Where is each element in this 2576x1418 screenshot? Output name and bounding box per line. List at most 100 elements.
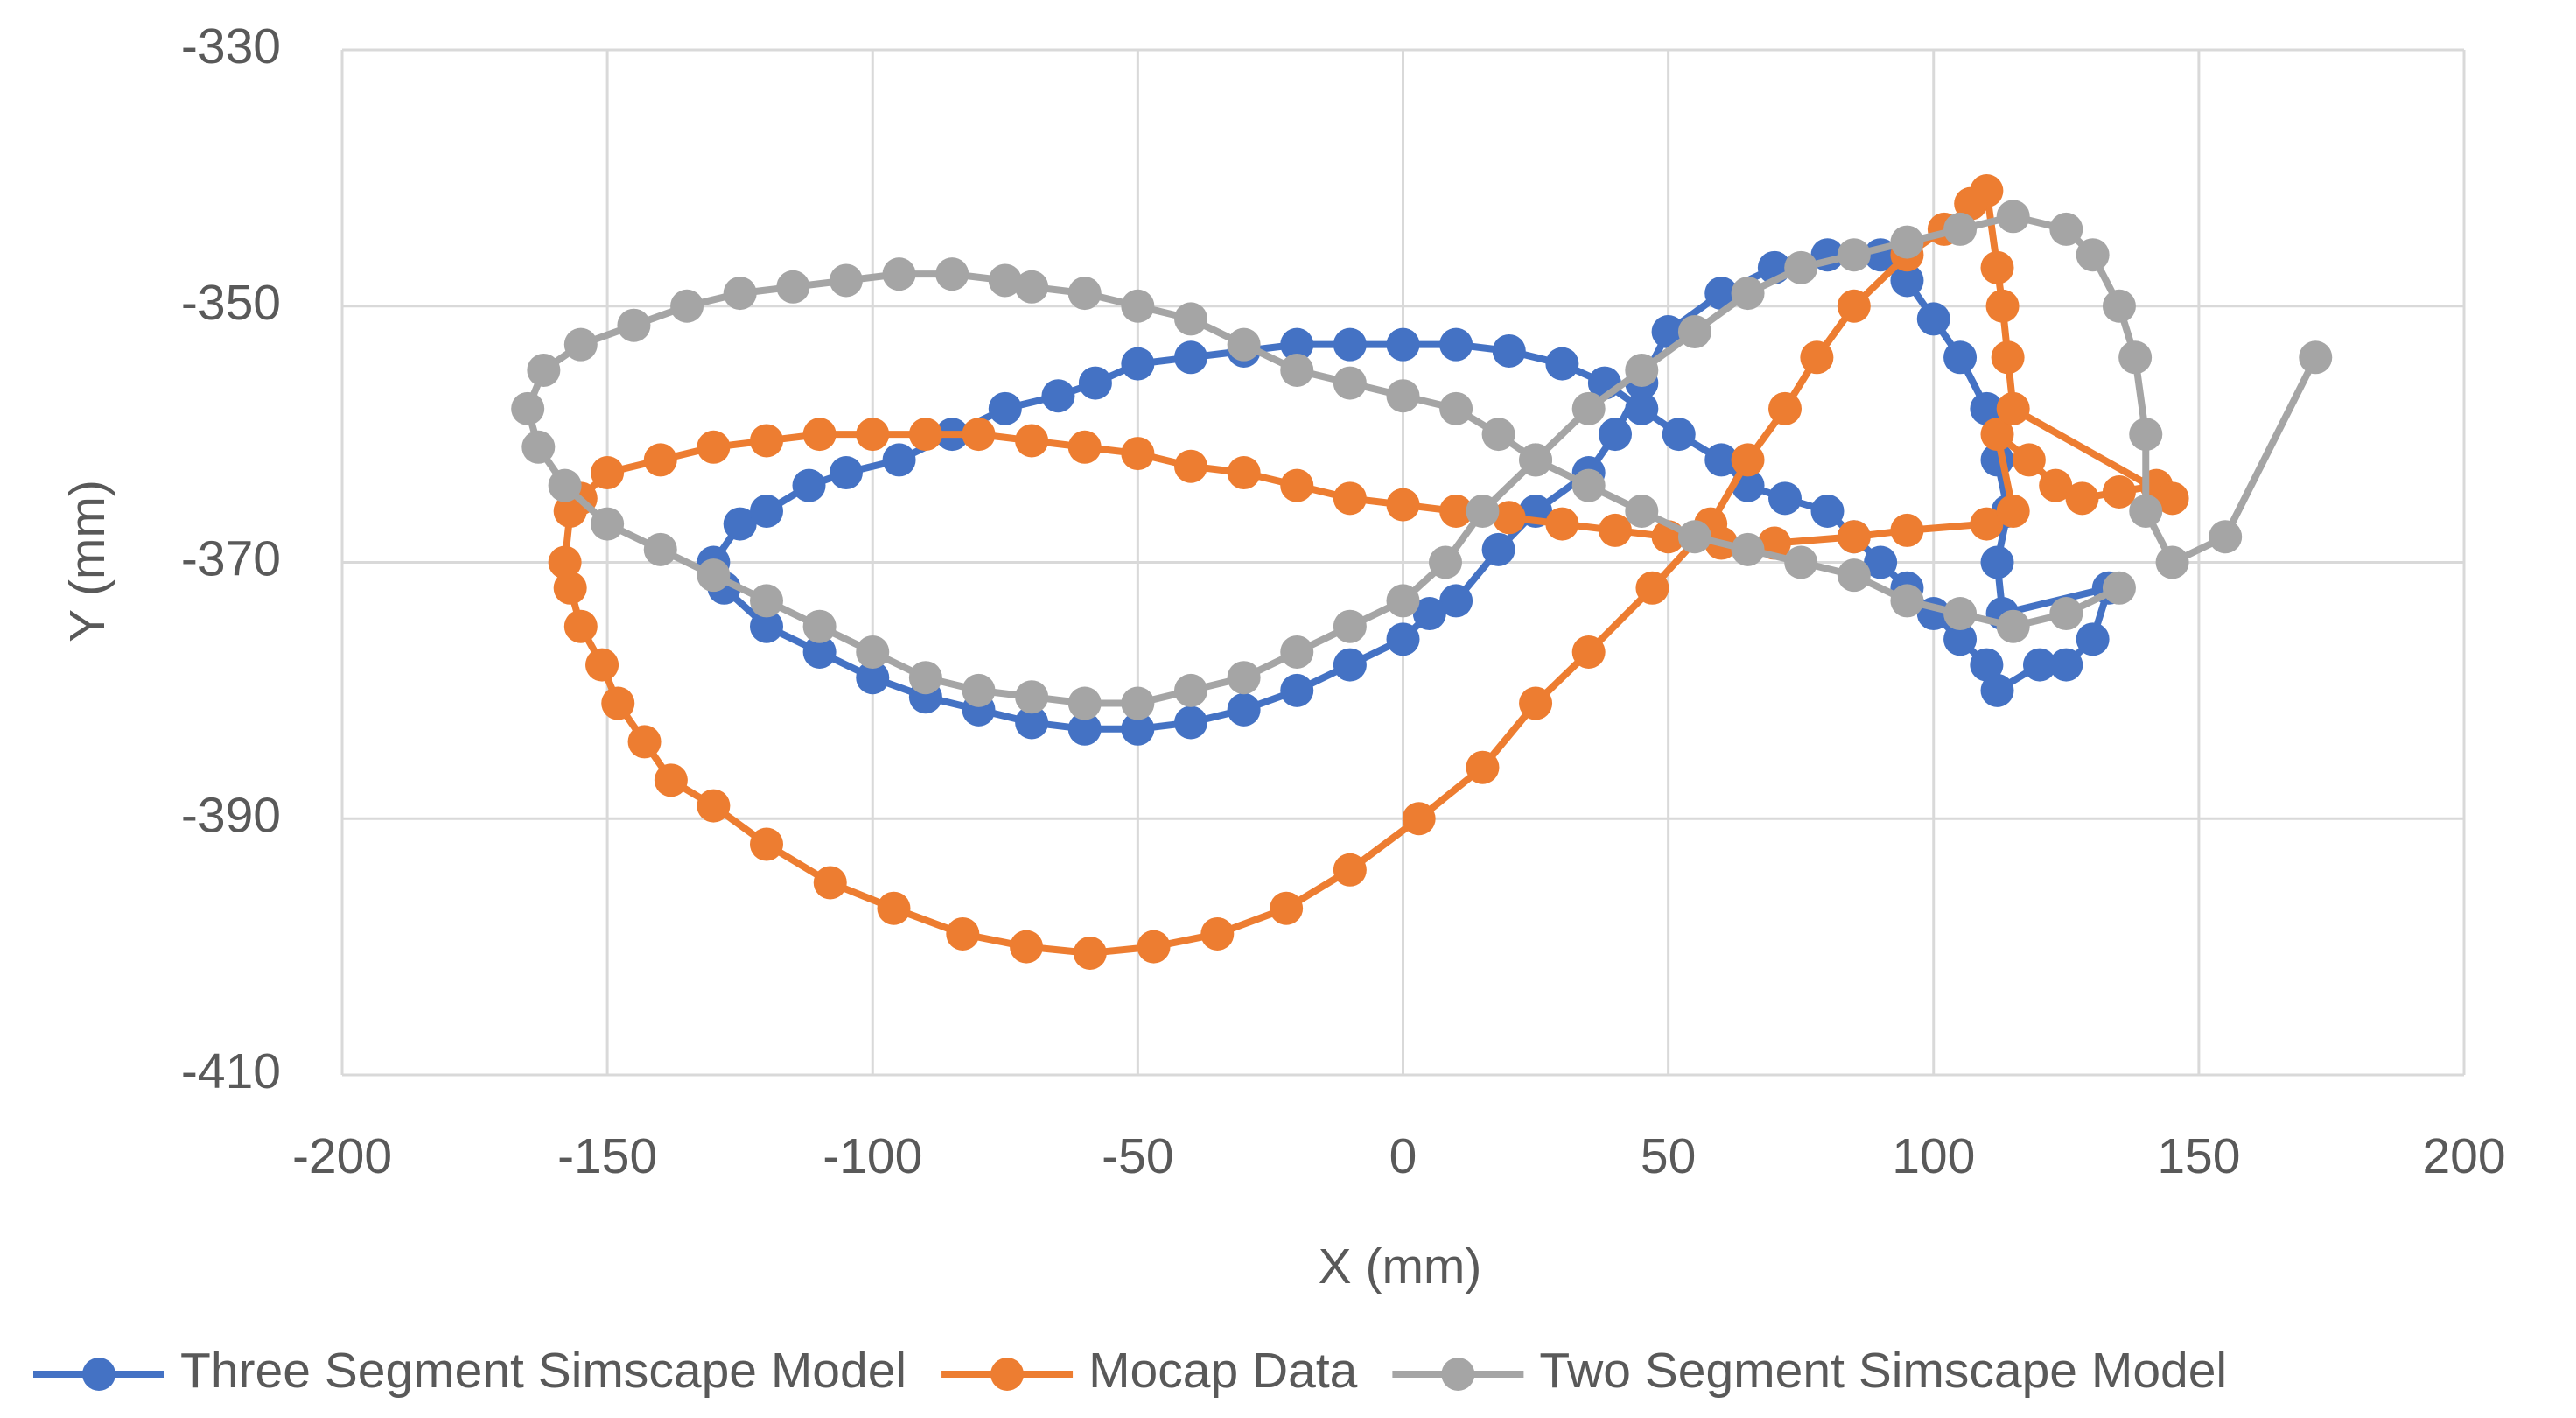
- data-point: [1704, 277, 1739, 311]
- data-point: [1439, 584, 1474, 618]
- data-point: [1227, 327, 1261, 362]
- data-point: [670, 289, 704, 323]
- data-point: [1121, 437, 1155, 471]
- x-tick-label: -150: [557, 1128, 657, 1184]
- data-point: [2076, 238, 2110, 272]
- data-point: [776, 270, 810, 304]
- data-point: [1662, 418, 1696, 452]
- data-point: [1991, 340, 2025, 375]
- data-point: [2129, 494, 2163, 528]
- data-point: [1280, 673, 1314, 707]
- legend-label: Mocap Data: [1088, 1343, 1358, 1399]
- data-point: [1768, 481, 1802, 516]
- data-point: [1837, 558, 1871, 593]
- data-point: [856, 635, 890, 669]
- data-point: [1386, 622, 1420, 656]
- data-point: [2102, 474, 2136, 509]
- data-point: [585, 648, 620, 682]
- data-point: [1333, 648, 1367, 682]
- data-point: [1980, 418, 2014, 452]
- data-point: [1837, 520, 1871, 554]
- data-point: [1545, 507, 1579, 541]
- data-point: [1545, 347, 1579, 381]
- y-tick-label: -370: [181, 531, 281, 587]
- data-point: [1073, 936, 1107, 970]
- data-point: [1015, 424, 1049, 458]
- data-point: [1386, 488, 1420, 522]
- data-point: [1943, 597, 1978, 631]
- data-point: [1996, 609, 2030, 643]
- data-point: [1015, 680, 1049, 714]
- data-point: [1572, 468, 1606, 502]
- data-point: [1890, 263, 1924, 298]
- data-point: [1943, 622, 1978, 656]
- data-point: [564, 609, 598, 643]
- data-point: [2155, 545, 2189, 579]
- data-point: [750, 494, 783, 528]
- data-point: [654, 763, 688, 797]
- data-point: [1677, 315, 1712, 349]
- x-tick-label: 0: [1390, 1128, 1418, 1184]
- data-point: [1015, 705, 1049, 740]
- data-point: [1731, 277, 1765, 311]
- data-point: [601, 686, 635, 720]
- data-point: [696, 558, 731, 593]
- data-point: [935, 257, 970, 291]
- data-point: [1837, 289, 1871, 323]
- data-point: [1943, 340, 1978, 375]
- data-point: [696, 789, 731, 823]
- data-point: [1466, 750, 1500, 784]
- x-tick-label: 150: [2157, 1128, 2240, 1184]
- data-point: [1572, 635, 1606, 669]
- data-point: [1280, 327, 1314, 362]
- data-point: [1200, 916, 1235, 951]
- data-point: [2049, 597, 2083, 631]
- legend-marker: [990, 1358, 1025, 1391]
- y-tick-label: -330: [181, 18, 281, 74]
- x-tick-label: 200: [2422, 1128, 2505, 1184]
- data-point: [1068, 430, 1102, 464]
- data-point: [2065, 481, 2099, 516]
- y-tick-label: -350: [181, 275, 281, 331]
- data-point: [1599, 513, 1632, 547]
- data-point: [591, 456, 625, 490]
- data-point: [1015, 270, 1049, 304]
- data-point: [1954, 186, 1988, 221]
- data-point: [1010, 930, 1044, 964]
- data-point: [2049, 212, 2083, 246]
- data-point: [1333, 327, 1367, 362]
- data-point: [1768, 391, 1802, 425]
- data-point: [723, 507, 757, 541]
- data-point: [1174, 673, 1208, 707]
- data-point: [1386, 379, 1420, 413]
- data-point: [1625, 391, 1659, 425]
- data-point: [1041, 379, 1075, 413]
- data-point: [564, 327, 598, 362]
- data-point: [1635, 571, 1670, 605]
- data-point: [1704, 443, 1739, 477]
- data-point: [1227, 661, 1261, 695]
- data-point: [1068, 686, 1102, 720]
- data-point: [813, 866, 847, 900]
- data-point: [2012, 443, 2046, 477]
- legend-label: Three Segment Simscape Model: [180, 1343, 906, 1399]
- data-point: [548, 468, 582, 502]
- data-point: [877, 891, 911, 925]
- data-point: [617, 308, 651, 342]
- data-point: [1890, 584, 1924, 618]
- legend-marker: [1441, 1358, 1475, 1391]
- data-point: [1519, 686, 1553, 720]
- x-axis-title: X (mm): [1319, 1239, 1482, 1295]
- data-point: [1599, 418, 1632, 452]
- data-point: [643, 443, 677, 477]
- data-point: [1492, 501, 1526, 535]
- data-point: [829, 456, 863, 490]
- data-point: [1677, 520, 1712, 554]
- data-point: [1078, 366, 1112, 400]
- data-point: [1068, 277, 1102, 311]
- data-point: [1651, 315, 1685, 349]
- data-point: [1890, 225, 1924, 259]
- data-point: [2076, 622, 2110, 656]
- data-point: [1784, 545, 1818, 579]
